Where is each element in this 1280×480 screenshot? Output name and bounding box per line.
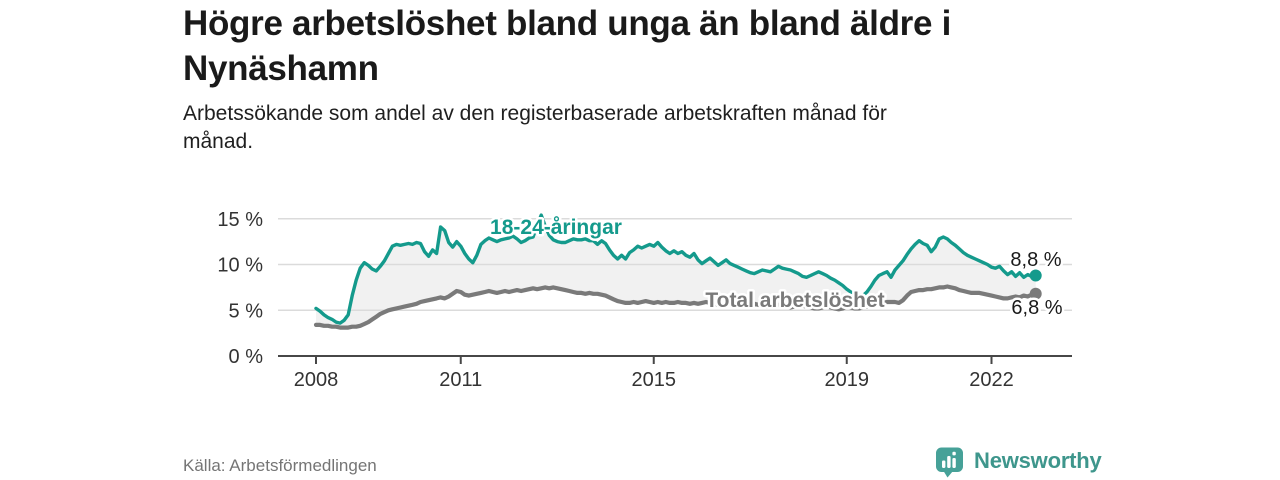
y-tick-label: 5 % — [229, 300, 264, 322]
end-value-label-total: 6,8 % — [1011, 297, 1062, 319]
newsworthy-logo-icon — [936, 447, 963, 477]
chart-subtitle: Arbetssökande som andel av den registerb… — [183, 102, 887, 153]
series-line-total — [313, 284, 1038, 330]
logo-dot — [952, 451, 956, 455]
x-tick-label: 2015 — [632, 369, 677, 391]
series-line-young — [314, 213, 1038, 325]
end-value-label-young: 8,8 % — [1010, 249, 1061, 271]
x-tick-label: 2022 — [969, 369, 1014, 391]
y-tick-label: 15 % — [217, 209, 263, 231]
series-label-total: Total arbetslöshet — [705, 289, 884, 312]
series-label-young: 18-24-åringar — [490, 216, 622, 239]
newsworthy-logo-text: Newsworthy — [974, 448, 1102, 473]
logo-bubble-pointer — [943, 470, 953, 477]
y-tick-label: 0 % — [229, 346, 264, 368]
x-tick-label: 2011 — [439, 369, 482, 391]
x-tick-label: 2008 — [294, 369, 339, 391]
y-tick-label: 10 % — [217, 255, 263, 277]
logo-bar-tall — [947, 455, 951, 468]
logo-bar-exclaim — [952, 457, 956, 468]
series-end-dot-total — [1029, 287, 1042, 300]
chart-title: Högre arbetslöshet bland unga än bland ä… — [183, 4, 951, 88]
source-note: Källa: Arbetsförmedlingen — [183, 456, 377, 475]
series-end-dot-young — [1029, 269, 1042, 282]
logo-bar-small — [942, 460, 946, 468]
newsworthy-logo[interactable]: Newsworthy — [933, 444, 1102, 478]
x-tick-label: 2019 — [825, 369, 870, 391]
unemployment-chart: 2008 2011 2015 2019 2022 0 % 5 % 10 % 15 % 18-24-… — [217, 209, 1072, 391]
area-between-series — [316, 215, 1036, 328]
